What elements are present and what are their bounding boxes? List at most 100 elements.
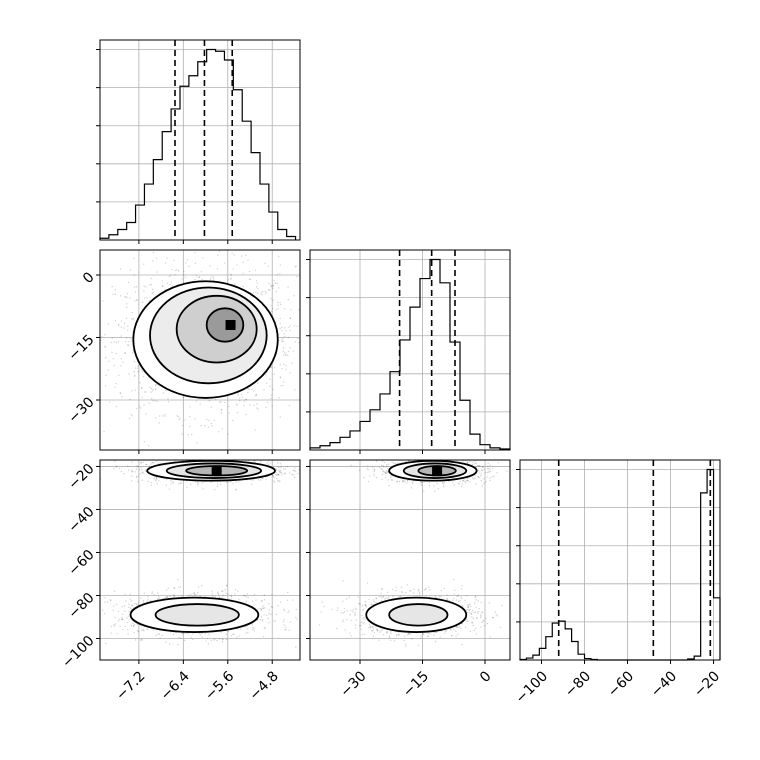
sample-point [264, 626, 266, 629]
sample-point [88, 320, 89, 321]
sample-point [423, 490, 425, 492]
sample-point [130, 317, 133, 320]
sample-point [468, 458, 469, 459]
sample-point [245, 596, 248, 598]
sample-point [489, 477, 491, 479]
sample-point [236, 636, 238, 638]
sample-point [116, 465, 118, 468]
sample-point [194, 251, 196, 254]
sample-point [305, 475, 306, 476]
sample-point [260, 607, 262, 610]
sample-point [380, 467, 382, 470]
sample-point [155, 388, 157, 391]
sample-point [281, 472, 283, 474]
density-fill [206, 308, 244, 342]
sample-point [277, 304, 279, 306]
sample-point [427, 456, 428, 457]
sample-point [153, 462, 155, 464]
sample-point [477, 465, 479, 467]
sample-point [150, 463, 152, 465]
sample-point [210, 422, 213, 425]
sample-point [134, 471, 136, 473]
sample-point [221, 408, 223, 411]
sample-point [279, 273, 281, 275]
x-tick-label: −6.4 [158, 668, 193, 703]
sample-point [404, 480, 406, 483]
sample-point [258, 608, 260, 610]
sample-point [107, 323, 110, 325]
sample-point [225, 633, 228, 635]
sample-point [141, 629, 143, 631]
sample-point [155, 476, 158, 479]
sample-point [268, 289, 270, 291]
sample-point [262, 635, 265, 638]
sample-point [137, 465, 139, 468]
sample-point [291, 473, 293, 476]
sample-point [212, 276, 214, 278]
sample-point [149, 284, 151, 286]
sample-point [152, 399, 154, 402]
sample-point [227, 630, 229, 633]
sample-point [114, 616, 116, 619]
sample-point [326, 365, 327, 366]
sample-point [86, 381, 87, 382]
sample-point [164, 262, 167, 264]
sample-point [129, 297, 131, 299]
sample-point [266, 614, 268, 617]
sample-point [188, 265, 190, 267]
sample-point [121, 606, 123, 608]
sample-point [105, 356, 107, 359]
sample-point [166, 596, 169, 598]
sample-point [409, 456, 410, 457]
sample-point [270, 394, 273, 396]
sample-point [196, 442, 198, 444]
sample-point [287, 350, 290, 353]
sample-point [118, 620, 120, 622]
sample-point [213, 639, 215, 641]
sample-point [154, 384, 157, 387]
sample-point [184, 457, 185, 458]
sample-point [184, 632, 186, 635]
sample-point [492, 467, 494, 470]
sample-point [189, 457, 190, 458]
sample-point [350, 464, 352, 467]
sample-point [231, 598, 233, 600]
sample-point [121, 395, 123, 398]
sample-point [252, 479, 255, 481]
sample-point [279, 303, 282, 306]
sample-point [265, 406, 267, 408]
sample-point [135, 285, 138, 288]
sample-point [247, 391, 249, 394]
sample-point [474, 477, 476, 479]
sample-point [383, 466, 385, 468]
sample-point [140, 639, 143, 641]
sample-point [94, 382, 95, 383]
sample-point [478, 476, 480, 479]
sample-point [127, 329, 129, 331]
sample-point [98, 350, 99, 351]
sample-point [275, 613, 278, 616]
sample-point [489, 470, 492, 473]
sample-point [256, 403, 258, 405]
sample-point [113, 341, 115, 343]
sample-point [167, 397, 169, 400]
sample-point [491, 476, 493, 478]
sample-point [165, 596, 168, 598]
sample-point [461, 483, 463, 485]
sample-point [294, 341, 297, 343]
sample-point [474, 460, 476, 462]
sample-point [222, 638, 224, 640]
contour-line-2 [149, 286, 268, 385]
sample-point [108, 401, 111, 403]
sample-point [244, 594, 246, 597]
histogram-0 [99, 48, 297, 240]
sample-point [181, 632, 183, 634]
sample-point [152, 251, 155, 254]
sample-point [102, 300, 104, 302]
sample-point [406, 479, 409, 482]
sample-point [268, 288, 270, 291]
sample-point [150, 391, 152, 393]
sample-point [198, 276, 201, 278]
sample-point [187, 594, 190, 596]
sample-point [253, 390, 255, 392]
